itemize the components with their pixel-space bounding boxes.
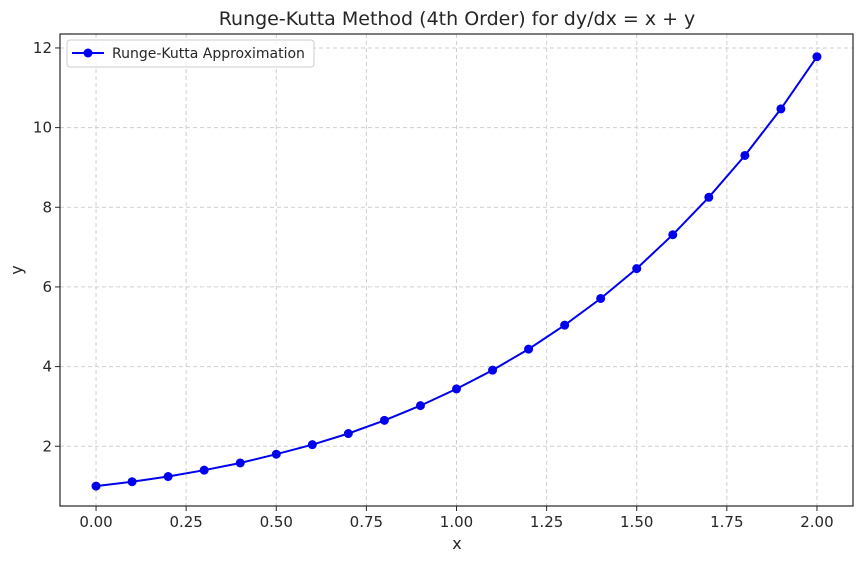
x-tick-label: 1.25 <box>530 513 563 531</box>
data-point <box>307 440 317 450</box>
x-tick-label: 2.00 <box>800 513 833 531</box>
data-point <box>776 104 786 114</box>
data-point <box>632 264 642 274</box>
x-tick-label: 1.50 <box>620 513 653 531</box>
data-point <box>596 293 606 303</box>
x-axis-label: x <box>452 534 461 553</box>
data-point <box>343 429 353 439</box>
data-point <box>740 150 750 160</box>
x-tick-label: 0.75 <box>350 513 383 531</box>
legend-label: Runge-Kutta Approximation <box>112 46 305 62</box>
data-point <box>668 230 678 240</box>
data-point <box>235 458 245 468</box>
x-tick-label: 1.75 <box>710 513 743 531</box>
data-point <box>812 52 822 62</box>
legend: Runge-Kutta Approximation <box>66 39 315 68</box>
x-tick-label: 0.50 <box>260 513 293 531</box>
data-point <box>379 415 389 425</box>
legend-box <box>66 39 315 68</box>
legend-marker <box>83 48 93 58</box>
y-tick-label: 4 <box>42 358 52 376</box>
data-point <box>163 472 173 482</box>
x-tick-label: 1.00 <box>440 513 473 531</box>
x-tick-label: 0.00 <box>79 513 112 531</box>
data-point <box>452 384 461 394</box>
data-point <box>524 344 534 354</box>
y-tick-label: 12 <box>33 39 52 57</box>
y-tick-label: 10 <box>33 119 52 137</box>
data-point <box>271 449 281 459</box>
data-point <box>704 192 714 202</box>
x-tick-label: 0.25 <box>169 513 202 531</box>
y-axis-label: y <box>7 265 26 274</box>
series-layer <box>91 52 822 491</box>
grid-layer <box>60 34 853 506</box>
data-point <box>91 481 101 491</box>
data-point <box>415 401 425 411</box>
y-tick-label: 6 <box>42 278 52 296</box>
data-point <box>199 465 209 475</box>
data-point <box>127 477 137 487</box>
chart-title: Runge-Kutta Method (4th Order) for dy/dx… <box>219 8 696 30</box>
data-point <box>488 365 498 375</box>
tick-layer: 0.00 0.25 0.50 0.75 1.00 1.25 1.50 1.75 2.00 2 4 6 8… <box>33 39 834 531</box>
y-tick-label: 2 <box>42 437 52 455</box>
y-tick-label: 8 <box>42 198 52 216</box>
data-point <box>560 320 570 330</box>
